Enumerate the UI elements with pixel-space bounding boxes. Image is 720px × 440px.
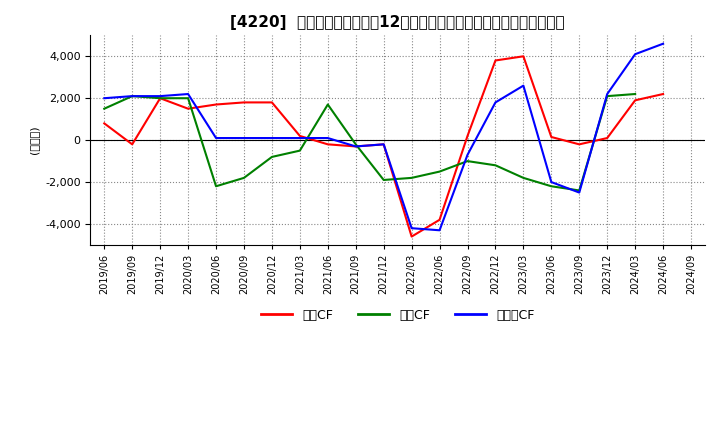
Title: [4220]  キャッシュフローの12か月移動合計の対前年同期増減額の推移: [4220] キャッシュフローの12か月移動合計の対前年同期増減額の推移 [230, 15, 565, 30]
Y-axis label: (百万円): (百万円) [30, 126, 40, 154]
Legend: 営業CF, 投資CF, フリーCF: 営業CF, 投資CF, フリーCF [256, 304, 539, 327]
